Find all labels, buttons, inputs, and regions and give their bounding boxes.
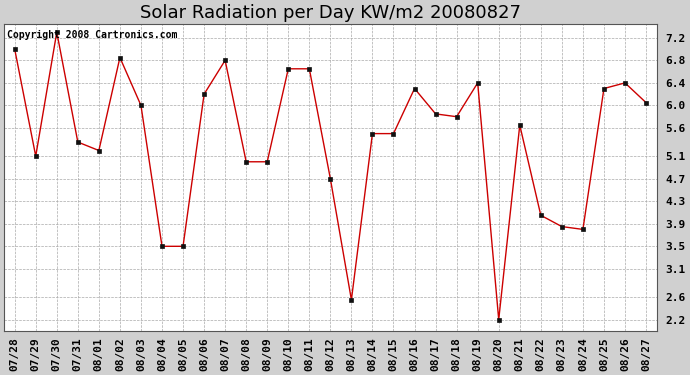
Text: Copyright 2008 Cartronics.com: Copyright 2008 Cartronics.com — [8, 30, 178, 40]
Title: Solar Radiation per Day KW/m2 20080827: Solar Radiation per Day KW/m2 20080827 — [140, 4, 521, 22]
